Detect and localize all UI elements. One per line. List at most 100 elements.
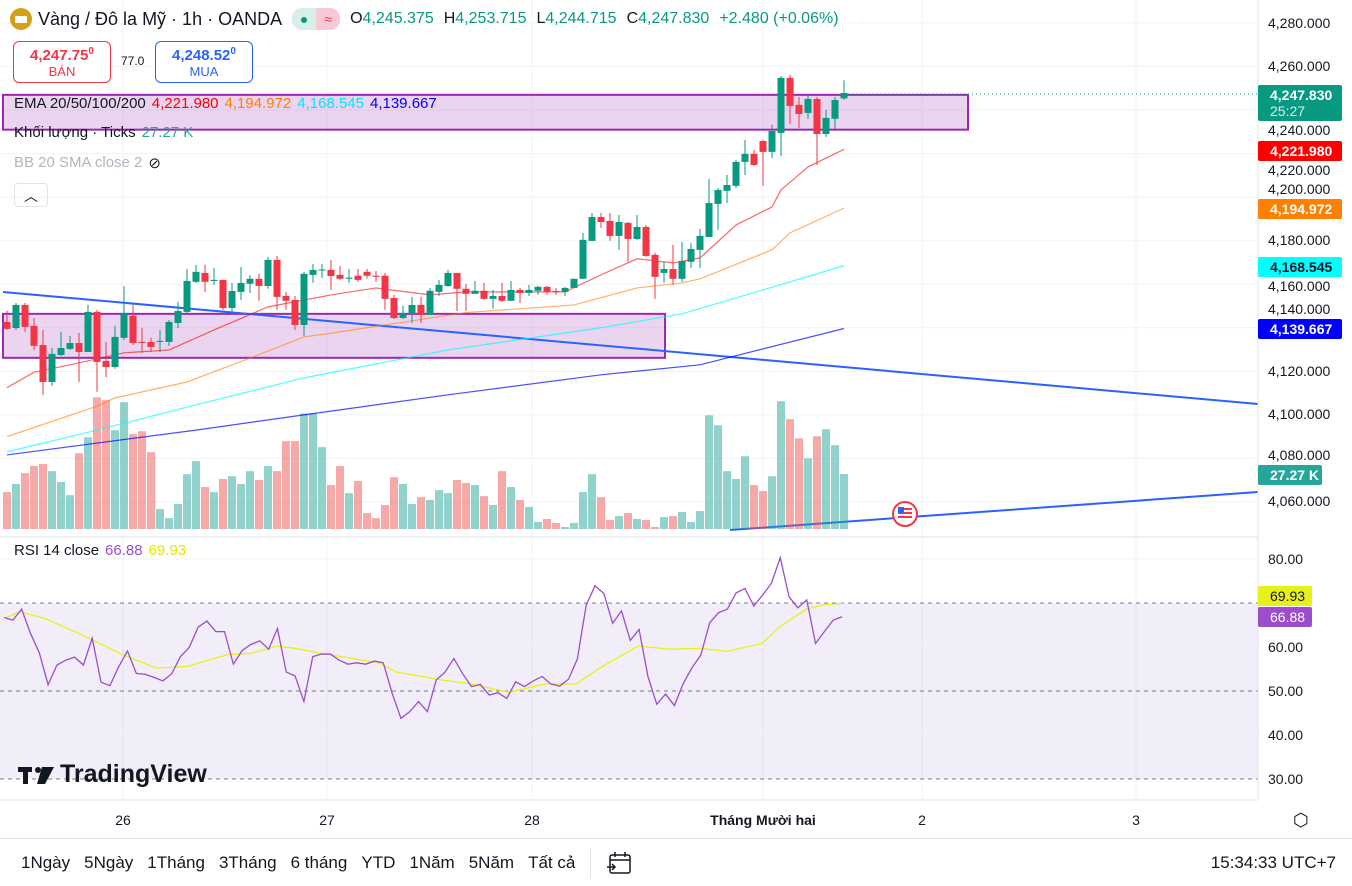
watermark-text: TradingView (60, 760, 207, 788)
volume-bar (399, 484, 407, 529)
volume-bar (759, 491, 767, 529)
candle-body (534, 286, 542, 291)
volume-bar (165, 518, 173, 529)
candle-body (39, 344, 47, 382)
candle-body (183, 280, 191, 312)
candle-body (633, 226, 641, 239)
candle-body (165, 321, 173, 342)
volume-bar (3, 492, 11, 529)
chart-canvas[interactable] (0, 0, 1352, 838)
volume-bar (84, 437, 92, 529)
volume-bar (489, 505, 497, 529)
volume-bar (102, 400, 110, 529)
candle-body (354, 275, 362, 280)
range-all[interactable]: Tất cả (528, 852, 576, 872)
range-ytd[interactable]: YTD (361, 852, 396, 872)
volume-bar (453, 480, 461, 529)
volume-bar (768, 476, 776, 529)
trendline-descending[interactable] (2, 291, 1259, 405)
price-tick: 4,100.000 (1268, 406, 1331, 422)
collapse-legend-button[interactable]: ︿ (14, 183, 48, 207)
candle-body (30, 325, 38, 346)
candles (3, 75, 848, 395)
volume-bar (426, 499, 434, 529)
time-label: 27 (319, 812, 335, 828)
rsi-tag: 66.88 (1258, 607, 1312, 627)
candle-body (471, 290, 479, 294)
volume-bar (696, 511, 704, 529)
rsi-tick: 50.00 (1268, 683, 1304, 699)
legend-ema[interactable]: EMA 20/50/100/200 4,221.980 4,194.972 4,… (14, 95, 437, 112)
candle-body (273, 259, 281, 297)
range-5y[interactable]: 5Năm (468, 852, 515, 872)
volume-bar (66, 495, 74, 529)
volume-bar (327, 485, 335, 529)
volume-bar (12, 484, 20, 529)
volume-bar (246, 471, 254, 529)
legend-volume[interactable]: Khối lượng · Ticks 27.27 K (14, 124, 193, 141)
candle-body (435, 284, 443, 292)
candle-body (570, 278, 578, 288)
volume-bar (741, 456, 749, 529)
candle-body (12, 304, 20, 328)
range-5d[interactable]: 5Ngày (84, 852, 134, 872)
range-1m[interactable]: 1Tháng (147, 852, 205, 872)
volume-bar (264, 466, 272, 529)
candle-body (102, 360, 110, 367)
price-tick: 4,060.000 (1268, 493, 1331, 509)
candle-body (408, 304, 416, 314)
candle-body (696, 235, 704, 250)
volume-bar (570, 522, 578, 529)
chart-settings-icon[interactable]: ⬡ (1293, 810, 1309, 830)
ohlc-values: O4,245.375 H4,253.715 L4,244.715 C4,247.… (350, 10, 838, 28)
range-1d[interactable]: 1Ngày (21, 852, 71, 872)
eye-hidden-icon[interactable]: ⊘ (148, 155, 161, 172)
volume-bar (552, 522, 560, 529)
clock-timezone[interactable]: 15:34:33 UTC+7 (1210, 852, 1336, 872)
sell-price-sup: 0 (88, 46, 94, 57)
time-label-month: Tháng Mười hai (710, 812, 816, 828)
volume-bar (624, 513, 632, 529)
candle-body (282, 295, 290, 301)
candle-body (237, 282, 245, 292)
go-to-date-calendar-icon[interactable] (605, 850, 635, 876)
ema20-value: 4,221.980 (151, 95, 219, 112)
candle-body (3, 321, 11, 329)
volume-bar (147, 452, 155, 529)
volume-bar (444, 493, 452, 529)
us-flag-event-icon[interactable] (892, 501, 918, 527)
candle-body (300, 273, 308, 325)
volume-bar (516, 499, 524, 529)
volume-bar (498, 471, 506, 529)
volume-bar (507, 487, 515, 529)
price-tick: 4,280.000 (1268, 15, 1331, 31)
candle-body (381, 275, 389, 299)
symbol-title[interactable]: Vàng / Đô la Mỹ · 1h · OANDA (38, 8, 283, 29)
volume-bar (354, 481, 362, 529)
range-3m[interactable]: 3Tháng (218, 852, 277, 872)
volume-bar (48, 471, 56, 529)
volume-bar (192, 461, 200, 529)
rsi-tick: 30.00 (1268, 771, 1304, 787)
range-6m[interactable]: 6 tháng (290, 852, 348, 872)
buy-price-sup: 0 (230, 46, 236, 57)
candle-body (669, 269, 677, 279)
range-1y[interactable]: 1Năm (409, 852, 455, 872)
legend-bb[interactable]: BB 20 SMA close 2 ⊘ (14, 154, 161, 172)
sell-button[interactable]: 4,247.750 BÁN (13, 41, 111, 83)
chevron-up-icon: ︿ (24, 188, 38, 204)
volume-bar (129, 434, 137, 529)
market-status-pill[interactable]: ● ≈ (292, 8, 341, 30)
high-value: 4,253.715 (455, 10, 527, 27)
candle-body (210, 279, 218, 281)
volume-bar (795, 438, 803, 529)
volume-bar (57, 482, 65, 529)
volume-bar (579, 492, 587, 529)
sell-label: BÁN (48, 64, 76, 79)
candle-body (516, 289, 524, 293)
candle-body (831, 100, 839, 119)
volume-bar (813, 436, 821, 529)
volume-bar (228, 476, 236, 529)
legend-rsi[interactable]: RSI 14 close 66.88 69.93 (14, 542, 186, 559)
buy-button[interactable]: 4,248.520 MUA (155, 41, 253, 83)
